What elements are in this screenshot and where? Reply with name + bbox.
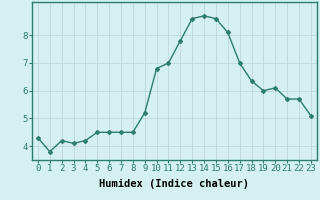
X-axis label: Humidex (Indice chaleur): Humidex (Indice chaleur) [100, 179, 249, 189]
